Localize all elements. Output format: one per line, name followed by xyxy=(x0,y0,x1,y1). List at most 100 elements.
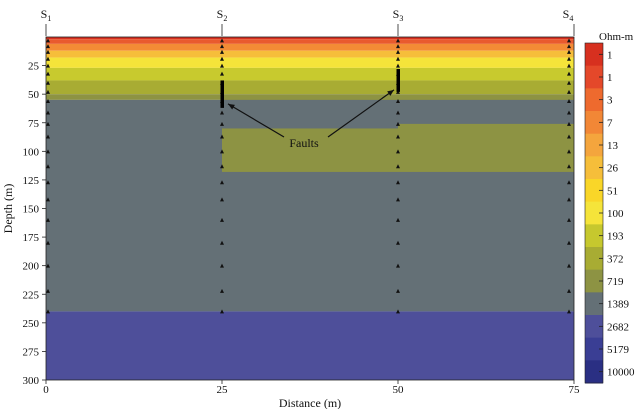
measurement-marker xyxy=(46,134,50,139)
measurement-marker xyxy=(396,110,400,115)
measurement-marker xyxy=(396,149,400,154)
annotation-faults-label: Faults xyxy=(289,136,319,150)
measurement-marker xyxy=(220,164,224,169)
measurement-marker xyxy=(46,309,50,314)
colorbar-swatch xyxy=(585,88,603,112)
measurement-marker xyxy=(567,197,571,202)
colorbar-swatch xyxy=(585,65,603,89)
measurement-marker xyxy=(567,44,571,49)
y-tick-label: 50 xyxy=(28,89,40,101)
layer-lens-mid xyxy=(222,128,398,172)
measurement-marker xyxy=(46,240,50,245)
y-tick-label: 225 xyxy=(23,289,40,301)
measurement-marker xyxy=(567,80,571,85)
colorbar-swatch xyxy=(585,133,603,157)
measurement-marker xyxy=(396,49,400,54)
colorbar-label: 1 xyxy=(607,49,613,61)
measurement-marker xyxy=(567,56,571,61)
layer-surface xyxy=(46,37,574,40)
colorbar-label: 10000 xyxy=(607,367,635,379)
y-tick-label: 275 xyxy=(23,346,40,358)
y-tick-label: 150 xyxy=(23,204,40,216)
layer-band-2 xyxy=(46,39,574,44)
layer-band-4 xyxy=(46,50,574,58)
measurement-marker xyxy=(567,217,571,222)
station-label: S3 xyxy=(393,7,404,23)
measurement-marker xyxy=(220,121,224,126)
colorbar-swatch xyxy=(585,269,603,293)
fault-line xyxy=(396,69,400,92)
measurement-marker xyxy=(46,180,50,185)
measurement-marker xyxy=(220,56,224,61)
station-label: S2 xyxy=(217,7,228,23)
measurement-marker xyxy=(46,38,50,43)
x-axis-label: Distance (m) xyxy=(279,396,341,409)
measurement-marker xyxy=(220,197,224,202)
fault-arrow-right xyxy=(327,89,395,138)
layer-lens-right xyxy=(398,123,574,172)
layer-band-8-left xyxy=(46,94,222,100)
measurement-marker xyxy=(46,110,50,115)
fault-arrow-left xyxy=(227,103,285,138)
layer-band-8-right xyxy=(398,94,574,104)
x-tick-label: 75 xyxy=(569,384,581,396)
measurement-marker xyxy=(220,38,224,43)
y-tick-label: 25 xyxy=(28,61,40,73)
measurement-marker xyxy=(220,263,224,268)
station-label: S4 xyxy=(563,7,574,23)
fault-arrow-left-head xyxy=(228,103,235,110)
measurement-marker xyxy=(567,149,571,154)
colorbar-swatch xyxy=(585,360,603,384)
measurement-marker xyxy=(396,38,400,43)
measurement-marker xyxy=(567,63,571,68)
fault-arrow-right-head xyxy=(387,89,394,96)
measurement-marker xyxy=(220,134,224,139)
colorbar-label: 13 xyxy=(607,140,619,152)
measurement-marker xyxy=(396,309,400,314)
colorbar-swatch xyxy=(585,111,603,135)
measurement-marker xyxy=(220,149,224,154)
measurement-marker xyxy=(46,164,50,169)
colorbar-label: 1389 xyxy=(607,299,630,311)
colorbar-label: 7 xyxy=(607,117,613,129)
measurement-marker xyxy=(220,217,224,222)
measurement-marker xyxy=(396,240,400,245)
measurement-marker xyxy=(220,309,224,314)
measurement-marker xyxy=(220,110,224,115)
measurement-marker xyxy=(46,56,50,61)
y-tick-label: 125 xyxy=(23,175,40,187)
measurement-marker xyxy=(567,99,571,104)
y-tick-label: 75 xyxy=(28,118,40,130)
layer-band-3 xyxy=(46,43,574,51)
colorbar-label: 193 xyxy=(607,231,624,243)
measurement-marker xyxy=(567,89,571,94)
colorbar-label: 2682 xyxy=(607,321,629,333)
measurement-marker xyxy=(396,121,400,126)
measurement-marker xyxy=(220,180,224,185)
measurement-marker xyxy=(220,44,224,49)
measurement-marker xyxy=(46,71,50,76)
colorbar-label: 5179 xyxy=(607,344,630,356)
measurement-marker xyxy=(46,217,50,222)
measurement-marker xyxy=(567,38,571,43)
measurement-marker xyxy=(220,63,224,68)
colorbar-swatch xyxy=(585,201,603,225)
colorbar-swatch xyxy=(585,224,603,248)
colorbar-swatch xyxy=(585,43,603,67)
measurement-marker xyxy=(396,99,400,104)
y-tick-label: 250 xyxy=(23,318,40,330)
colorbar-label: 26 xyxy=(607,163,619,175)
colorbar-label: 51 xyxy=(607,185,618,197)
measurement-marker xyxy=(567,71,571,76)
measurement-marker xyxy=(567,110,571,115)
measurement-marker xyxy=(46,149,50,154)
measurement-marker xyxy=(220,71,224,76)
measurement-marker xyxy=(396,180,400,185)
measurement-marker xyxy=(567,121,571,126)
measurement-marker xyxy=(396,56,400,61)
measurement-marker xyxy=(396,134,400,139)
measurement-marker xyxy=(46,63,50,68)
measurement-marker xyxy=(46,99,50,104)
measurement-marker xyxy=(567,288,571,293)
colorbar-swatch xyxy=(585,315,603,339)
